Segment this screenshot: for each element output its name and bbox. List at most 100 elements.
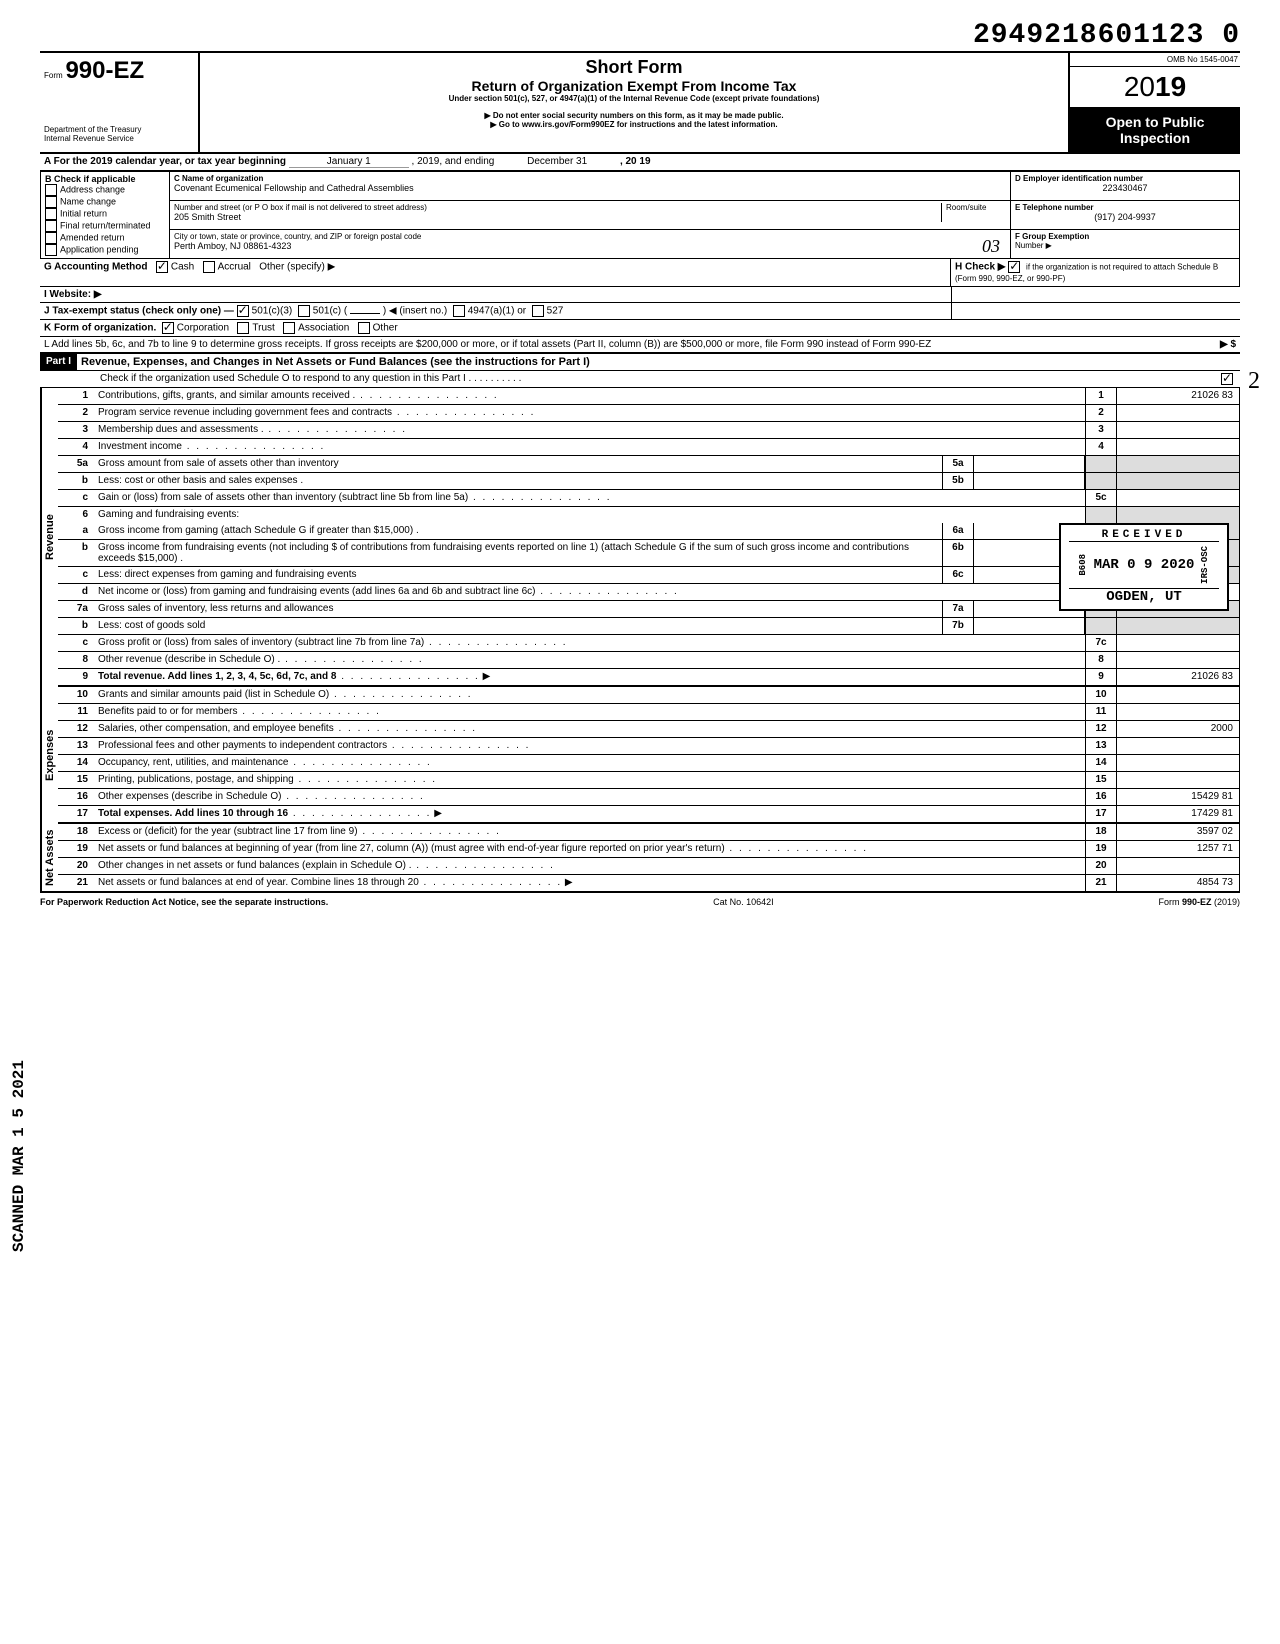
ln-12-num: 12 [58,721,94,737]
cb-accrual[interactable] [203,261,215,273]
cb-4947[interactable] [453,305,465,317]
ln-7a-num: 7a [58,601,94,617]
ln-1-num: 1 [58,388,94,404]
ln-5a-sub: 5a [942,456,974,472]
stamp-irsosc: IRS-OSC [1200,546,1210,584]
ln-20-amt [1117,858,1239,874]
cb-schedule-o[interactable] [1221,373,1233,385]
g-cash: Cash [171,262,194,273]
cb-501c[interactable] [298,305,310,317]
footer: For Paperwork Reduction Act Notice, see … [40,893,1240,907]
ln-18-amt: 3597 02 [1117,824,1239,840]
ln-21-desc: Net assets or fund balances at end of ye… [98,877,419,888]
a-begin: January 1 [289,156,409,168]
ein: 223430467 [1015,183,1235,193]
revenue-section: Revenue 1Contributions, gifts, grants, a… [40,388,1240,687]
cb-other-org[interactable] [358,322,370,334]
k-c: Association [298,323,349,334]
ln-6b-sub: 6b [942,540,974,566]
form-header: Form 990-EZ Department of the Treasury I… [40,51,1240,154]
ln-3-num: 3 [58,422,94,438]
document-number: 2949218601123 0 [973,20,1240,51]
ln-15-desc: Printing, publications, postage, and shi… [94,772,1085,788]
row-gh: G Accounting Method Cash Accrual Other (… [40,259,1240,287]
ln-21-box: 21 [1085,875,1117,891]
part1-header-row: Part I Revenue, Expenses, and Changes in… [40,354,1240,371]
ln-6d-desc: Net income or (loss) from gaming and fun… [94,584,1085,600]
netassets-label: Net Assets [41,824,58,891]
top-line: 2949218601123 0 [40,20,1240,51]
received-stamp: RECEIVED B608 MAR 0 9 2020 IRS-OSC OGDEN… [1059,523,1229,611]
ln-8-desc: Other revenue (describe in Schedule O) . [94,652,1085,668]
l-arrow: ▶ $ [1220,339,1236,350]
footer-right: Form 990-EZ (2019) [1158,897,1240,907]
j-d: 4947(a)(1) or [468,306,526,317]
cb-amended[interactable] [45,232,57,244]
ln-9-arrow: ▶ [483,671,491,682]
ln-16-num: 16 [58,789,94,805]
ln-11-box: 11 [1085,704,1117,720]
ln-15-amt [1117,772,1239,788]
b-item-2: Initial return [60,208,107,218]
ln-20-num: 20 [58,858,94,874]
scanned-stamp: SCANNED MAR 1 5 2021 [10,1060,28,1252]
cb-initial-return[interactable] [45,208,57,220]
expenses-label: Expenses [41,687,58,824]
ln-9-num: 9 [58,669,94,685]
ln-13-num: 13 [58,738,94,754]
f-sub: Number ▶ [1015,241,1235,250]
ln-5c-box: 5c [1085,490,1117,506]
ln-7b-desc: Less: cost of goods sold [94,618,942,634]
ln-1-box: 1 [1085,388,1117,404]
stamp-date: MAR 0 9 2020 [1094,557,1195,573]
ln-4-num: 4 [58,439,94,455]
ln-4-desc: Investment income [94,439,1085,455]
row-i: I Website: ▶ [40,287,1240,303]
ln-6b-desc: Gross income from fundraising events (no… [94,540,942,566]
phone: (917) 204-9937 [1015,212,1235,222]
form-number: 990-EZ [65,57,144,84]
ln-18-desc: Excess or (deficit) for the year (subtra… [94,824,1085,840]
cb-527[interactable] [532,305,544,317]
ln-18-box: 18 [1085,824,1117,840]
ln-6c-sub: 6c [942,567,974,583]
city-label: City or town, state or province, country… [174,232,1006,241]
ln-19-desc: Net assets or fund balances at beginning… [94,841,1085,857]
cb-trust[interactable] [237,322,249,334]
cb-501c3[interactable] [237,305,249,317]
cb-h[interactable] [1008,261,1020,273]
cb-cash[interactable] [156,261,168,273]
ln-21-amt: 4854 73 [1117,875,1239,891]
b-item-4: Amended return [60,232,125,242]
cb-name-change[interactable] [45,196,57,208]
cb-pending[interactable] [45,244,57,256]
cb-final-return[interactable] [45,220,57,232]
b-item-3: Final return/terminated [60,220,151,230]
ln-4-box: 4 [1085,439,1117,455]
ln-5a-num: 5a [58,456,94,472]
h-label: H Check ▶ [955,262,1005,273]
meta-table: B Check if applicable Address change Nam… [40,171,1240,259]
cb-corp[interactable] [162,322,174,334]
j-c: ) ◀ (insert no.) [383,306,447,317]
a-end: December 31 [497,156,617,167]
part1-label: Part I [40,354,77,370]
b-item-0: Address change [60,184,125,194]
ln-5c-desc: Gain or (loss) from sale of assets other… [94,490,1085,506]
stamp-ogden: OGDEN, UT [1069,589,1219,605]
ln-5c-amt [1117,490,1239,506]
g-other: Other (specify) ▶ [259,262,335,273]
part1-check-text: Check if the organization used Schedule … [100,373,521,384]
ln-14-num: 14 [58,755,94,771]
ln-15-num: 15 [58,772,94,788]
ln-9-desc: Total revenue. Add lines 1, 2, 3, 4, 5c,… [98,671,336,682]
ln-6a-desc: Gross income from gaming (attach Schedul… [94,523,942,539]
k-b: Trust [252,323,274,334]
cb-address-change[interactable] [45,184,57,196]
cb-assoc[interactable] [283,322,295,334]
ln-6c-desc: Less: direct expenses from gaming and fu… [94,567,942,583]
ln-6-desc: Gaming and fundraising events: [94,507,1085,523]
ln-10-box: 10 [1085,687,1117,703]
dept-treasury: Department of the Treasury [44,125,194,134]
ln-2-num: 2 [58,405,94,421]
